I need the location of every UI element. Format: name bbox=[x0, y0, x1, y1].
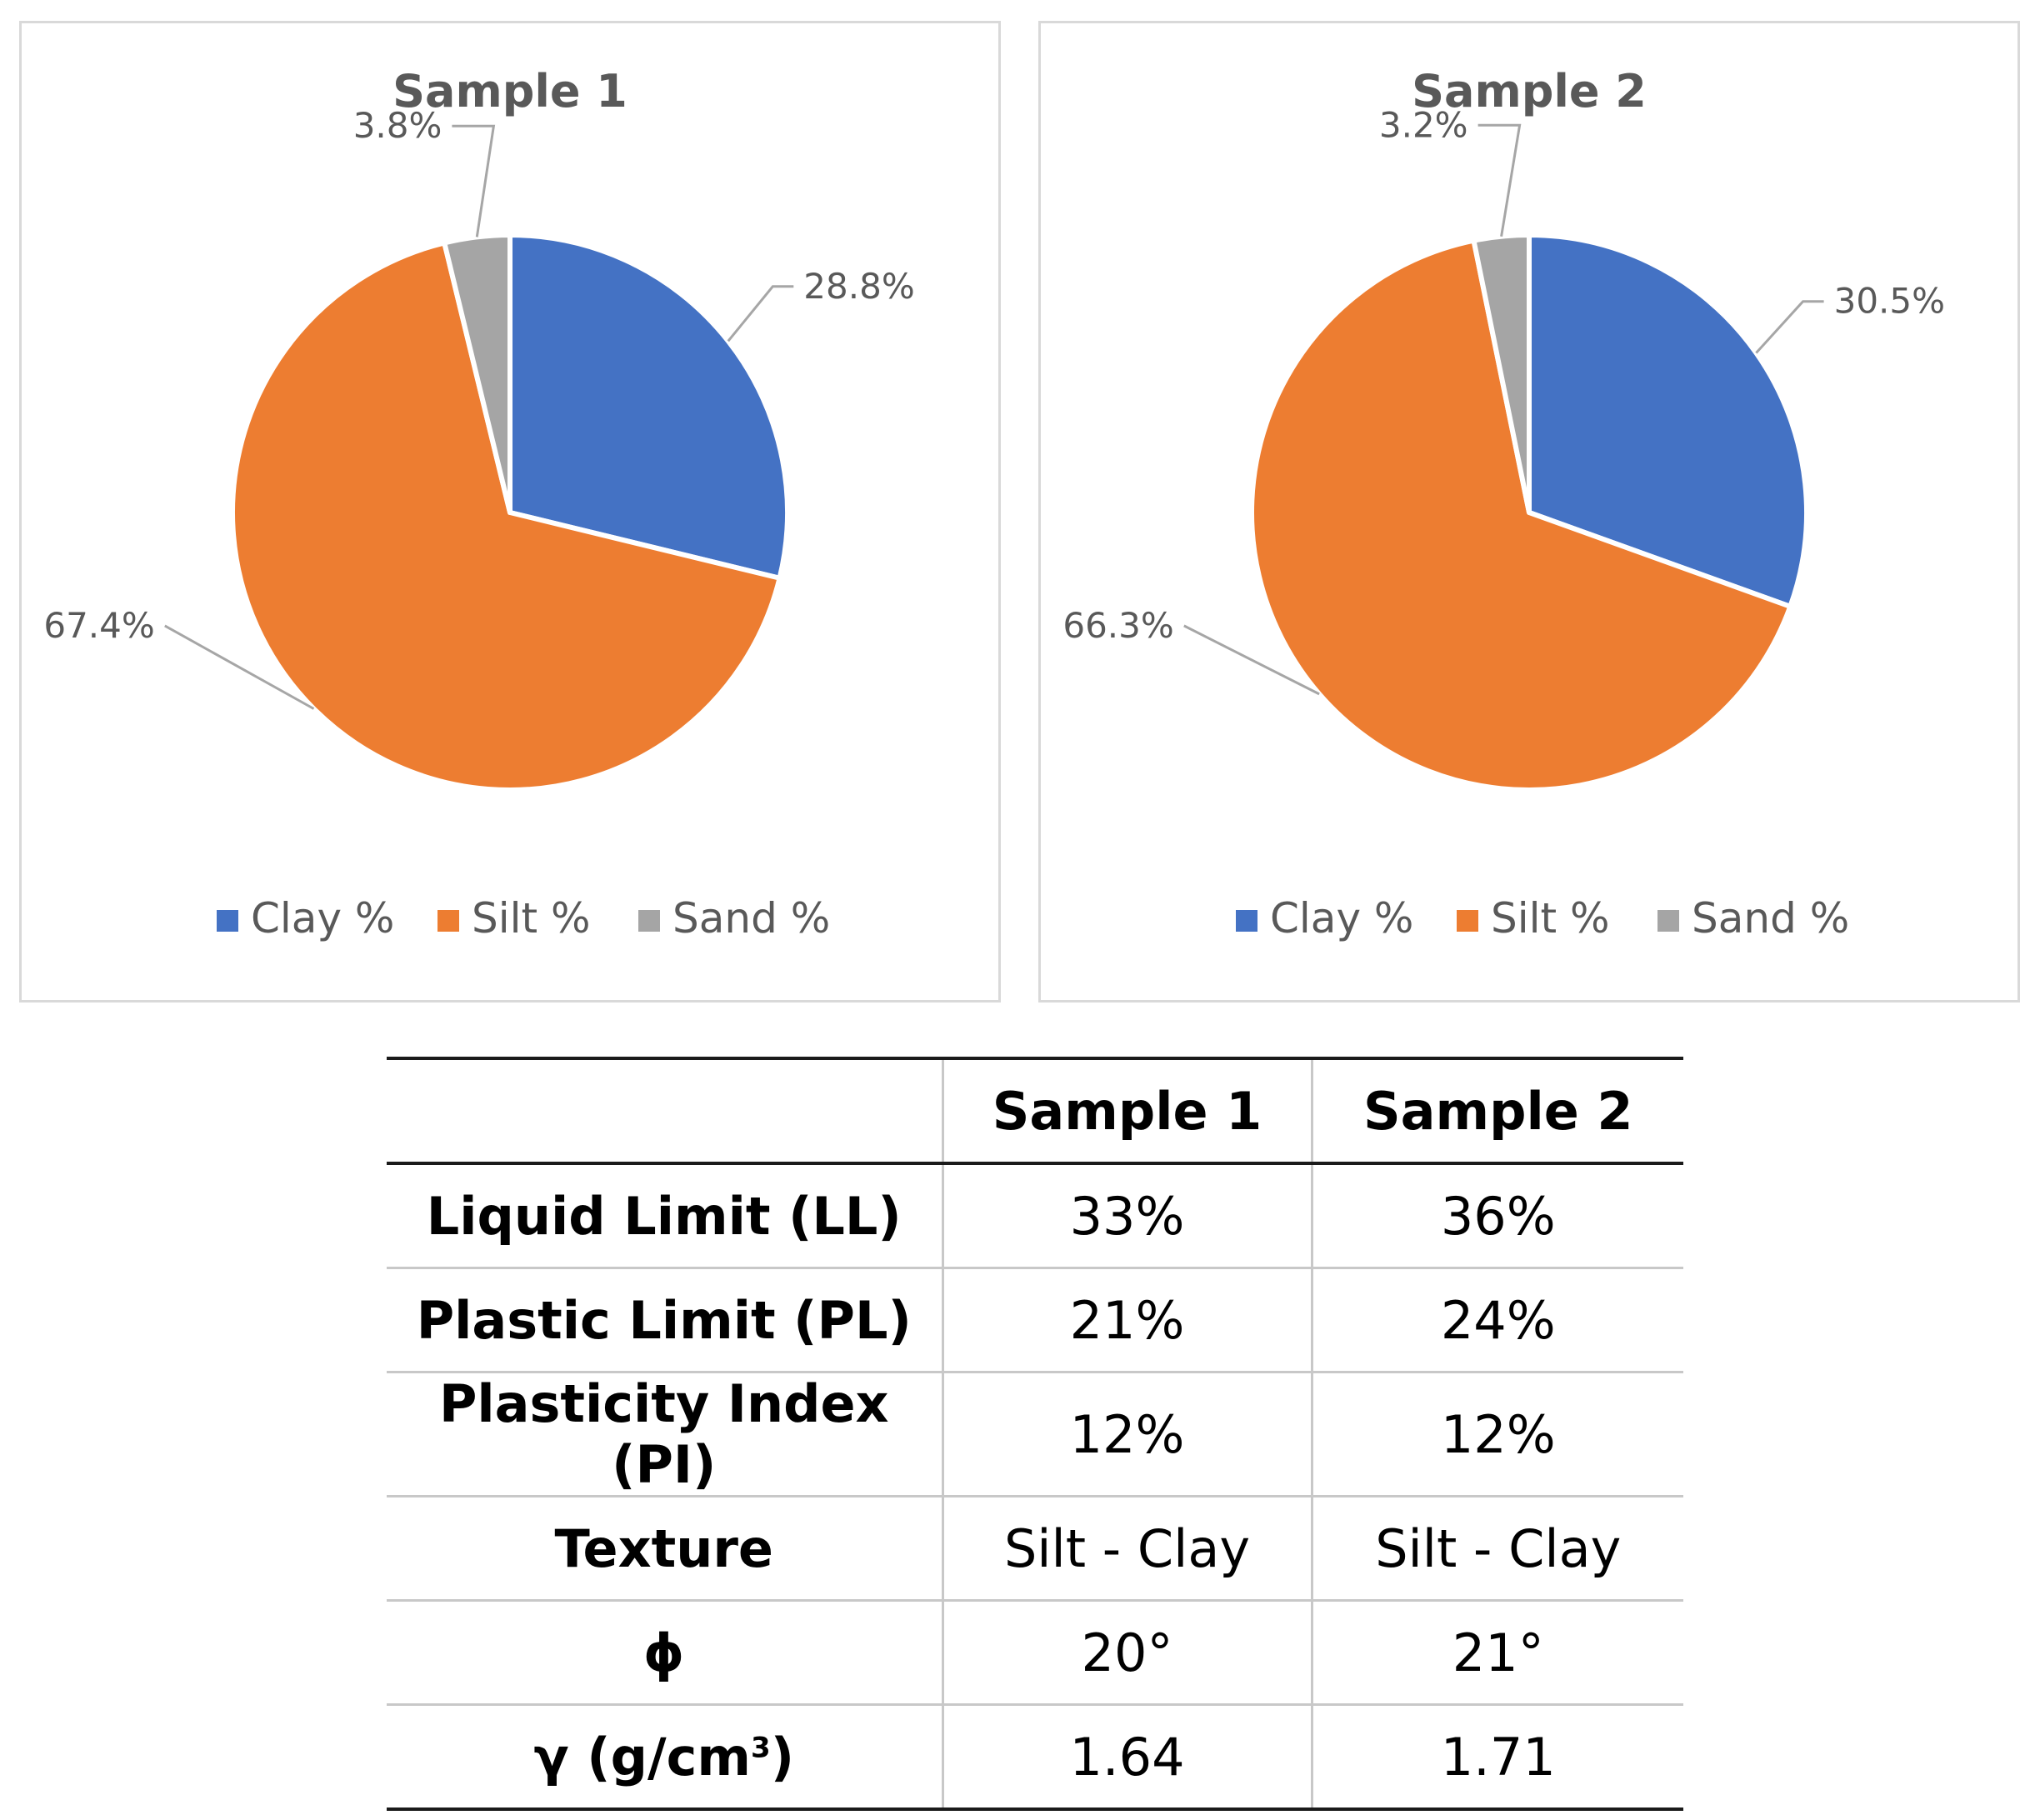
row-label: γ (g/cm3) bbox=[387, 1704, 944, 1811]
cell-sample-2: Silt - Clay bbox=[1310, 1496, 1683, 1602]
cell-sample-2: 12% bbox=[1310, 1372, 1683, 1498]
legend-swatch-sand bbox=[1658, 910, 1679, 932]
header-sample-1: Sample 1 bbox=[941, 1057, 1313, 1165]
cell-sample-1: 33% bbox=[941, 1163, 1313, 1269]
table-header-row: Sample 1 Sample 2 bbox=[387, 1057, 1683, 1165]
legend-swatch-silt bbox=[1457, 910, 1478, 932]
legend-label-sand: Sand % bbox=[672, 894, 830, 942]
data-label-silt: 66.3% bbox=[1062, 605, 1173, 646]
pie-chart-sample-1: Sample 1 28.8% 67.4% 3.8% Clay % Silt % Sand… bbox=[43, 65, 914, 942]
leader-line-sand bbox=[1478, 123, 1522, 237]
row-label: Plastic Limit (PL) bbox=[387, 1268, 944, 1373]
pie-slice-silt bbox=[230, 240, 782, 792]
table-row-friction-angle: ϕ 20° 21° bbox=[387, 1600, 1683, 1706]
data-label-silt: 67.4% bbox=[43, 605, 154, 646]
row-label-text: γ (g/cm bbox=[533, 1726, 752, 1788]
legend-label-silt: Silt % bbox=[472, 894, 591, 942]
cell-sample-1: 1.64 bbox=[941, 1704, 1313, 1811]
cell-sample-2: 24% bbox=[1310, 1268, 1683, 1373]
legend-swatch-sand bbox=[638, 910, 660, 932]
chart-panel-sample-2: Sample 2 30.5% 66.3% 3.2% Clay % Silt % Sand… bbox=[1038, 21, 2020, 1002]
row-label: Texture bbox=[387, 1496, 944, 1602]
cell-sample-1: 12% bbox=[941, 1372, 1313, 1498]
row-label-suffix: ) bbox=[770, 1726, 795, 1788]
row-label: Plasticity Index (PI) bbox=[387, 1372, 944, 1498]
table-row-liquid-limit: Liquid Limit (LL) 33% 36% bbox=[387, 1163, 1683, 1269]
chart-panel-sample-1: Sample 1 28.8% 67.4% 3.8% Clay % Silt % Sand… bbox=[19, 21, 1001, 1002]
cell-sample-1: Silt - Clay bbox=[941, 1496, 1313, 1602]
legend-swatch-silt bbox=[438, 910, 459, 932]
legend-swatch-clay bbox=[217, 910, 238, 932]
legend-label-sand: Sand % bbox=[1692, 894, 1849, 942]
soil-properties-table: Sample 1 Sample 2 Liquid Limit (LL) 33% … bbox=[387, 1057, 1683, 1811]
pie-chart-sample-2: Sample 2 30.5% 66.3% 3.2% Clay % Silt % Sand… bbox=[1062, 65, 1945, 942]
table-row-plastic-limit: Plastic Limit (PL) 21% 24% bbox=[387, 1268, 1683, 1373]
cell-sample-1: 21% bbox=[941, 1268, 1313, 1373]
chart-title: Sample 1 bbox=[392, 65, 628, 118]
table-row-plasticity-index: Plasticity Index (PI) 12% 12% bbox=[387, 1372, 1683, 1498]
cell-sample-2: 1.71 bbox=[1310, 1704, 1683, 1811]
row-label: Liquid Limit (LL) bbox=[387, 1163, 944, 1269]
row-label-superscript: 3 bbox=[751, 1730, 771, 1764]
leader-line-clay bbox=[1755, 300, 1824, 354]
legend-swatch-clay bbox=[1236, 910, 1258, 932]
data-label-sand: 3.8% bbox=[353, 105, 442, 146]
header-sample-2: Sample 2 bbox=[1310, 1057, 1683, 1165]
pie-slice-silt bbox=[1249, 238, 1793, 793]
data-label-clay: 30.5% bbox=[1834, 281, 1945, 322]
table-row-unit-weight: γ (g/cm3) 1.64 1.71 bbox=[387, 1704, 1683, 1811]
leader-line-silt bbox=[1183, 624, 1320, 696]
cell-sample-1: 20° bbox=[941, 1600, 1313, 1706]
cell-sample-2: 36% bbox=[1310, 1163, 1683, 1269]
header-empty-cell bbox=[387, 1057, 944, 1165]
table-row-texture: Texture Silt - Clay Silt - Clay bbox=[387, 1496, 1683, 1602]
legend-label-silt: Silt % bbox=[1491, 894, 1610, 942]
cell-sample-2: 21° bbox=[1310, 1600, 1683, 1706]
leader-line-clay bbox=[727, 285, 794, 342]
row-label: ϕ bbox=[387, 1600, 944, 1706]
leader-line-sand bbox=[452, 124, 496, 238]
data-label-clay: 28.8% bbox=[803, 266, 914, 307]
chart-title: Sample 2 bbox=[1412, 65, 1647, 118]
pie-slice-sand bbox=[1471, 232, 1532, 515]
leader-line-silt bbox=[164, 624, 315, 710]
data-label-sand: 3.2% bbox=[1379, 104, 1468, 145]
legend-label-clay: Clay % bbox=[1270, 894, 1413, 942]
legend-label-clay: Clay % bbox=[251, 894, 394, 942]
